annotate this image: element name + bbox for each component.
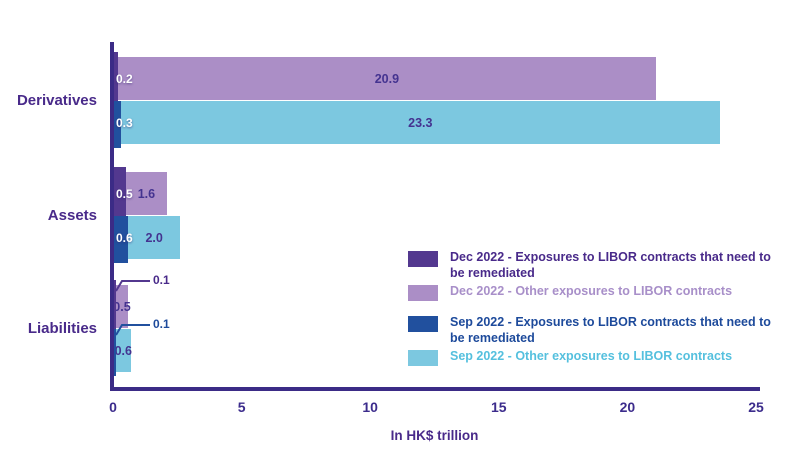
bar-segment-sep-remediated-derivatives <box>112 101 121 148</box>
x-tick-label-25: 25 <box>748 399 764 415</box>
legend-item-sep-remediated: Sep 2022 - Exposures to LIBOR contracts … <box>408 315 780 346</box>
legend-swatch-sep-other <box>408 350 438 366</box>
bar-segment-dec-other-derivatives: 20.9 <box>118 57 656 100</box>
legend-item-dec-remediated: Dec 2022 - Exposures to LIBOR contracts … <box>408 250 780 281</box>
legend-label: Sep 2022 - Exposures to LIBOR contracts … <box>450 315 771 345</box>
callout-leader-line <box>115 324 150 336</box>
legend-item-dec-other: Dec 2022 - Other exposures to LIBOR cont… <box>408 284 780 301</box>
legend-label: Dec 2022 - Exposures to LIBOR contracts … <box>450 250 771 280</box>
callout-label-sep-liabilities: 0.1 <box>115 316 170 338</box>
x-tick-label-10: 10 <box>362 399 378 415</box>
x-tick-label-0: 0 <box>109 399 117 415</box>
legend-item-sep-other: Sep 2022 - Other exposures to LIBOR cont… <box>408 349 780 366</box>
x-tick-label-15: 15 <box>491 399 507 415</box>
data-label-other: 20.9 <box>374 71 400 86</box>
y-axis-line <box>110 42 114 391</box>
data-label-other: 0.5 <box>113 299 131 314</box>
callout-label-dec-liabilities: 0.1 <box>115 272 170 294</box>
x-tick-label-20: 20 <box>619 399 636 415</box>
category-label-liabilities: Liabilities <box>27 320 97 337</box>
x-axis-line <box>110 387 760 391</box>
callout-leader-line <box>115 280 150 292</box>
data-label-remediated: 0.1 <box>153 317 170 331</box>
legend-swatch-dec-other <box>408 285 438 301</box>
bar-segment-dec-other-assets: 1.6 <box>125 172 167 215</box>
bar-segment-dec-remediated-assets <box>112 167 126 216</box>
x-axis-title: In HK$ trillion <box>390 428 479 443</box>
plot-area: 20.9 0.2 23.3 0.3 1.6 0.5 2.0 0.6 0.5 0.1 0.6 0.1 <box>112 42 756 388</box>
category-label-assets: Assets <box>47 207 97 224</box>
bar-segment-sep-other-liabilities: 0.6 <box>114 329 132 372</box>
data-label-other: 0.6 <box>114 343 132 358</box>
legend-swatch-dec-remediated <box>408 251 438 267</box>
legend-label: Dec 2022 - Other exposures to LIBOR cont… <box>450 284 733 298</box>
data-label-remediated: 0.5 <box>116 186 133 201</box>
data-label-other: 2.0 <box>145 230 163 245</box>
data-label-other: 23.3 <box>408 115 433 130</box>
bar-segment-dec-other-liabilities: 0.5 <box>113 285 131 328</box>
data-label-remediated: 0.1 <box>153 273 170 287</box>
x-tick-label-5: 5 <box>237 399 246 415</box>
data-label-other: 1.6 <box>137 186 156 201</box>
data-label-remediated: 0.3 <box>116 115 133 130</box>
legend-swatch-sep-remediated <box>408 316 438 332</box>
bar-segment-sep-other-assets: 2.0 <box>128 216 180 259</box>
data-label-remediated: 0.2 <box>116 71 133 86</box>
legend-label: Sep 2022 - Other exposures to LIBOR cont… <box>450 349 733 363</box>
bar-segment-sep-other-derivatives: 23.3 <box>120 101 720 144</box>
bar-segment-dec-remediated-derivatives <box>112 52 119 101</box>
data-label-remediated: 0.6 <box>116 230 133 245</box>
legend: Dec 2022 - Exposures to LIBOR contracts … <box>408 250 780 369</box>
category-label-derivatives: Derivatives <box>16 92 97 109</box>
bar-segment-sep-remediated-assets <box>112 216 129 263</box>
